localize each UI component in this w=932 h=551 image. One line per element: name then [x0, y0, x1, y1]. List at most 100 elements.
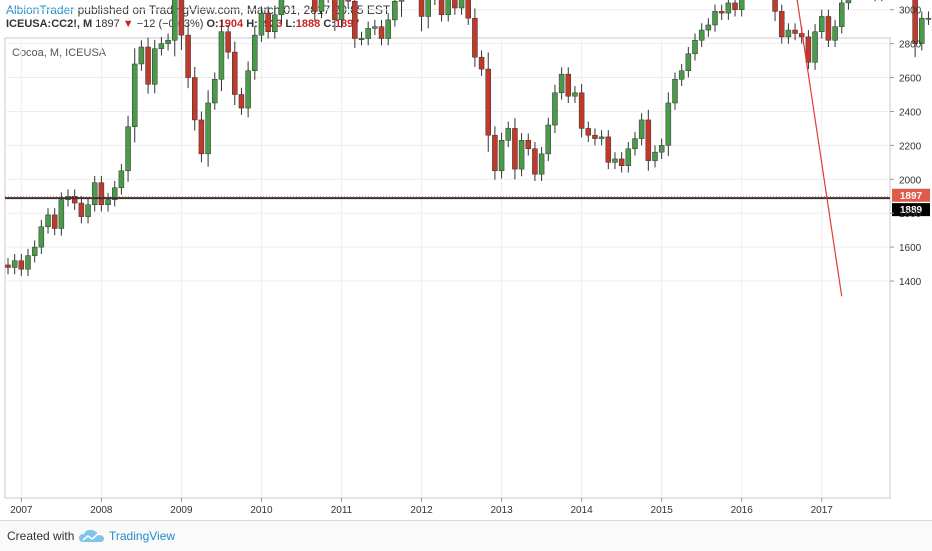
y-tick-label: 2000 [899, 175, 922, 186]
candle-body [673, 79, 678, 103]
candle-body [152, 49, 157, 85]
candle-body [352, 1, 357, 38]
candle-body [632, 139, 637, 149]
candle-body [179, 0, 184, 35]
candle-body [846, 0, 851, 3]
x-tick-label: 2017 [811, 505, 834, 516]
candle-body [79, 203, 84, 217]
candle-body [59, 200, 64, 229]
candle-body [119, 171, 124, 188]
candle-body [713, 11, 718, 25]
candle-body [332, 0, 337, 20]
candle-body [773, 0, 778, 11]
candle-body [172, 0, 177, 40]
candle-body [719, 11, 724, 13]
candle-body [239, 95, 244, 109]
candle-body [506, 128, 511, 140]
candle-body [599, 137, 604, 139]
candle-body [679, 71, 684, 79]
candle-body [786, 30, 791, 37]
created-with-label: Created with [7, 529, 74, 543]
candle-body [826, 16, 831, 40]
candle-body [779, 11, 784, 36]
candle-body [486, 69, 491, 135]
candle-body [452, 0, 457, 8]
candle-body [579, 93, 584, 129]
candle-body [279, 0, 284, 15]
candle-body [646, 120, 651, 161]
candle-body [592, 135, 597, 138]
y-tick-label: 2800 [899, 40, 922, 51]
candle-body [126, 127, 131, 171]
x-tick-label: 2016 [731, 505, 754, 516]
y-tick-label: 1800 [899, 209, 922, 220]
y-tick-label: 2600 [899, 74, 922, 85]
candle-body [19, 261, 24, 269]
candle-body [132, 64, 137, 127]
candle-body [86, 205, 91, 217]
candle-body [259, 13, 264, 35]
plot-area [5, 38, 890, 498]
y-axis: 1400160018002000220024002600280030003200… [890, 0, 922, 288]
candle-body [439, 0, 444, 15]
candle-body [693, 40, 698, 54]
candle-body [686, 54, 691, 71]
y-tick-label: 1600 [899, 243, 922, 254]
candle-body [519, 140, 524, 169]
candle-body [192, 78, 197, 120]
candle-body [52, 215, 57, 229]
candle-body [419, 0, 424, 16]
candle-body [926, 18, 931, 19]
candle-body [652, 152, 657, 160]
candle-body [586, 128, 591, 135]
x-tick-label: 2013 [490, 505, 513, 516]
candle-body [532, 149, 537, 174]
candle-body [106, 200, 111, 205]
candle-body [379, 27, 384, 39]
candle-body [319, 0, 324, 11]
candle-body [552, 93, 557, 125]
candle-body [479, 57, 484, 69]
candle-body [339, 0, 344, 20]
tradingview-brand[interactable]: TradingView [109, 529, 175, 543]
candle-body [639, 120, 644, 139]
candle-body [466, 0, 471, 18]
x-tick-label: 2014 [570, 505, 593, 516]
candle-body [512, 128, 517, 169]
candle-body [459, 0, 464, 8]
candle-body [572, 93, 577, 96]
x-tick-label: 2011 [331, 505, 353, 516]
candle-body [166, 40, 171, 43]
candle-body [739, 0, 744, 10]
candle-body [99, 183, 104, 205]
price-label-text: 1897 [900, 191, 923, 202]
candle-body [92, 183, 97, 205]
candle-body [226, 32, 231, 52]
candle-body [32, 247, 37, 255]
candle-body [199, 120, 204, 154]
candle-body [606, 137, 611, 162]
tradingview-cloud-icon [78, 528, 106, 544]
x-tick-label: 2009 [170, 505, 193, 516]
candle-body [252, 35, 257, 71]
candle-body [833, 27, 838, 41]
candle-body [146, 47, 151, 84]
candle-body [619, 159, 624, 166]
x-tick-label: 2008 [90, 505, 113, 516]
candle-body [46, 215, 51, 227]
x-tick-label: 2015 [651, 505, 674, 516]
candle-body [232, 52, 237, 94]
candle-body [366, 28, 371, 38]
candle-body [186, 35, 191, 77]
candle-body [793, 30, 798, 33]
y-tick-label: 2400 [899, 107, 922, 118]
candle-body [26, 256, 31, 270]
chart-title: Cocoa, M, ICEUSA [12, 47, 107, 59]
candle-body [159, 44, 164, 49]
candle-body [372, 27, 377, 29]
candle-body [546, 125, 551, 154]
candle-body [706, 25, 711, 30]
candle-body [839, 3, 844, 27]
